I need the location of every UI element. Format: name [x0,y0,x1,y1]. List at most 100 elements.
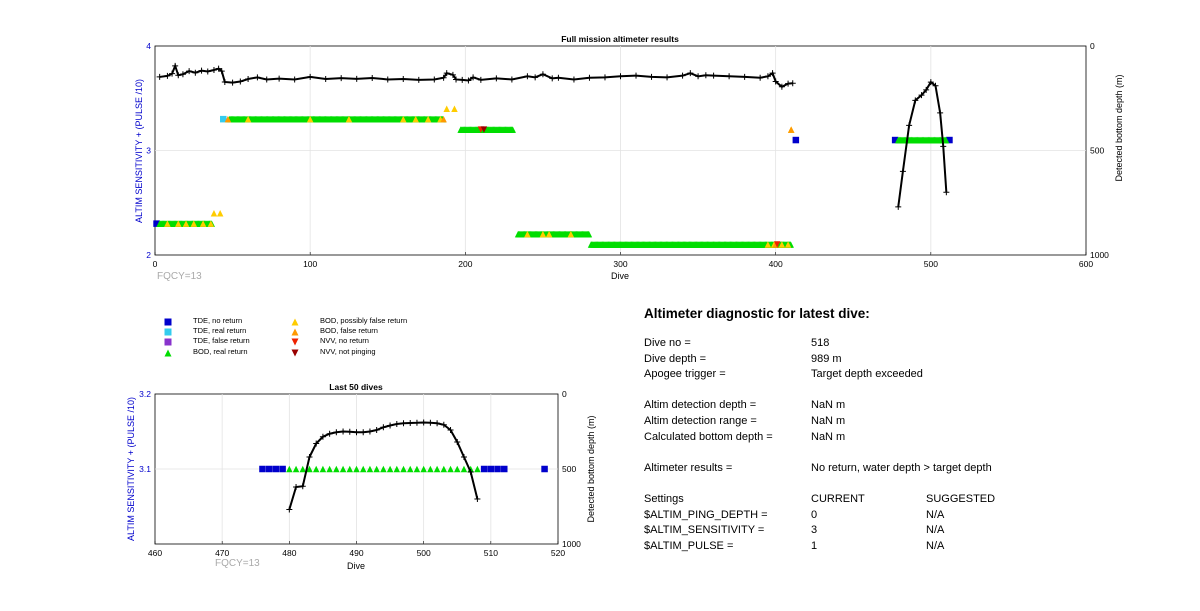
setting-current: 0 [811,508,818,521]
depth-point [276,75,283,82]
main-ylabel-left: ALTIM SENSITIVITY + (PULSE /10) [134,79,144,223]
depth-point [291,76,298,83]
depth-point [369,74,376,81]
depth-point [415,76,422,83]
depth-point [726,73,733,80]
bod-real-return-marker [333,465,340,473]
bod-real-return-marker [509,126,516,133]
x-tick-label: 100 [303,259,317,269]
legend-label: BOD, real return [193,346,248,356]
x-tick-label: 200 [458,259,472,269]
depth-point [387,422,394,429]
tde-real-return-marker [220,115,227,123]
settings-current-header: CURRENT [811,492,865,505]
tde-no-return-marker [494,465,501,473]
depth-point [427,419,434,426]
tde-no-return-marker [792,136,800,144]
settings-header-label: Settings [644,492,684,505]
depth-point [460,454,467,460]
depth-point [664,74,671,81]
depth-point [555,74,562,81]
depth-point [237,78,244,85]
calc-bottom-label: Calculated bottom depth = [644,430,773,443]
tde-no-return-marker [272,465,280,473]
depth-point [434,420,441,427]
depth-point [156,73,163,80]
depth-point [286,506,293,513]
dive-depth-value: 989 m [811,352,842,365]
depth-point [764,73,771,80]
depth-point [221,78,228,85]
depth-point [895,203,902,210]
bod-real-return-marker [440,465,448,473]
bod-possibly-false-return-marker [244,115,252,123]
tde-no-return-marker [487,465,495,473]
x-tick-label: 400 [769,259,783,269]
depth-point [333,429,340,436]
depth-point [769,70,776,77]
depth-point [757,74,764,81]
detect-depth-value: NaN m [811,399,846,412]
depth-point [474,496,481,502]
x-tick-label: 300 [613,259,627,269]
bod-false-return-marker [787,126,795,133]
y-right-tick-label: 0 [1090,41,1095,51]
depth-point [586,74,593,81]
y-tick-label: 3.2 [139,389,151,399]
depth-point [319,433,326,440]
y-tick-label: 4 [146,41,151,51]
depth-point [508,76,515,83]
bod-possibly-false-return-marker [182,220,190,227]
bod-real-return-marker [447,465,454,473]
results-label: Altimeter results = [644,461,733,474]
bod-possibly-false-return-marker [524,230,531,238]
y-right-tick-label: 500 [1090,146,1104,156]
results-value: No return, water depth > target depth [811,461,992,474]
legend: TDE, no return TDE, real return TDE, false… [155,316,455,366]
depth-point [179,71,186,78]
depth-point [687,70,694,77]
detect-range-value: NaN m [811,414,846,427]
depth-point [400,76,407,83]
depth-point [467,469,474,475]
x-tick-label: 480 [282,548,296,558]
small-marks [259,419,548,513]
depth-point [306,454,313,460]
bod-real-return-marker [359,465,367,473]
x-tick-label: 500 [924,259,938,269]
setting-suggested: N/A [926,524,945,537]
bod-real-return-marker [373,465,380,473]
depth-point [393,421,400,427]
depth-point [172,62,179,69]
depth-point [789,80,796,87]
depth-point [384,76,391,83]
depth-point [263,76,270,83]
depth-point [440,421,447,428]
bod-real-return-marker [400,465,407,473]
y-right-tick-label: 500 [562,464,576,474]
depth-point [493,75,500,82]
tde-no-return-marker [541,465,548,473]
bod-real-return-marker [292,465,300,473]
depth-point [465,77,472,84]
bod-real-return-marker [353,465,360,473]
row-dive-depth: Dive depth = 989 m [644,353,1064,369]
depth-point [299,483,306,490]
bod-possibly-false-return-marker [412,115,419,123]
depth-point [192,69,199,76]
bod-real-return-marker [346,465,354,473]
depth-point [322,76,329,83]
setting-name: $ALTIM_PING_DEPTH = [644,508,768,521]
setting-name: $ALTIM_SENSITIVITY = [644,524,765,537]
nvv-no-return-marker [773,241,781,248]
small-fqcy-label: FQCY=13 [215,558,260,569]
apogee-value: Target depth exceeded [811,368,923,381]
depth-point [186,68,193,75]
row-apogee: Apogee trigger = Target depth exceeded [644,368,1064,384]
depth-point [204,68,211,75]
depth-point [906,122,913,129]
legend-marker-shape [164,328,172,336]
bod-possibly-false-return-marker [443,105,450,112]
setting-current: 3 [811,524,818,537]
